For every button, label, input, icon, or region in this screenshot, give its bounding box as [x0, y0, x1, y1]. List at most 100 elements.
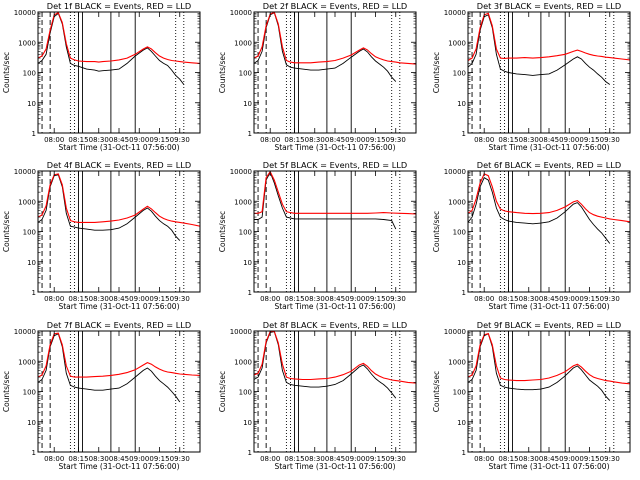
y-tick-label: 100 — [453, 70, 466, 78]
y-tick-label: 10000 — [14, 9, 36, 17]
y-axis-label: Counts/sec — [432, 52, 441, 93]
chart-panel-2: Det 2f BLACK = Events, RED = LLD 1 10 100 10… — [218, 1, 417, 152]
y-axis-label: Counts/sec — [432, 211, 441, 252]
x-tick-label: 09:15 — [365, 455, 385, 463]
x-tick-label: 08:45 — [539, 455, 559, 463]
series-events-line — [254, 171, 397, 230]
y-tick-label: 1 — [32, 289, 36, 297]
x-tick-label: 09:15 — [149, 136, 169, 144]
x-tick-label: 09:30 — [600, 136, 620, 144]
x-tick-label: 08:15 — [498, 295, 518, 303]
y-tick-label: 1 — [462, 130, 466, 138]
y-tick-label: 1000 — [234, 198, 252, 206]
x-tick-label: 09:00 — [129, 136, 149, 144]
x-axis-label: Start Time (31-Oct-11 07:56:00) — [58, 143, 179, 152]
y-tick-label: 10 — [27, 419, 36, 427]
y-tick-label: 1 — [248, 130, 252, 138]
chart-panel-7: Det 7f BLACK = Events, RED = LLD 1 10 100 10… — [2, 320, 201, 471]
series-lld-line — [468, 12, 630, 61]
x-tick-label: 08:00 — [474, 295, 494, 303]
y-tick-label: 100 — [453, 229, 466, 237]
y-tick-label: 100 — [239, 229, 252, 237]
x-tick-label: 09:00 — [559, 295, 579, 303]
x-tick-label: 09:30 — [170, 295, 190, 303]
x-tick-label: 09:15 — [149, 455, 169, 463]
y-axis-label: Counts/sec — [2, 371, 11, 412]
x-tick-label: 08:15 — [284, 136, 304, 144]
series-events-line — [38, 174, 181, 241]
y-axis-label: Counts/sec — [218, 371, 227, 412]
x-tick-label: 09:30 — [600, 295, 620, 303]
series-lld-line — [254, 331, 416, 384]
x-tick-label: 08:00 — [474, 136, 494, 144]
y-tick-label: 10000 — [230, 168, 252, 176]
chart-panel-5: Det 5f BLACK = Events, RED = LLD 1 10 100 10… — [218, 160, 417, 311]
x-tick-label: 08:30 — [519, 295, 539, 303]
y-tick-label: 10000 — [444, 9, 466, 17]
x-tick-label: 08:30 — [305, 136, 325, 144]
x-tick-label: 08:45 — [109, 455, 129, 463]
panel-title: Det 1f BLACK = Events, RED = LLD — [47, 1, 191, 11]
y-tick-label: 100 — [23, 70, 36, 78]
y-tick-label: 10000 — [230, 9, 252, 17]
y-tick-label: 1 — [248, 449, 252, 457]
y-tick-label: 10 — [243, 100, 252, 108]
x-axis-label: Start Time (31-Oct-11 07:56:00) — [274, 302, 395, 311]
x-tick-label: 09:30 — [600, 455, 620, 463]
y-tick-label: 1000 — [18, 358, 36, 366]
y-tick-label: 1 — [248, 289, 252, 297]
y-tick-label: 1 — [32, 130, 36, 138]
x-tick-label: 08:00 — [260, 295, 280, 303]
panel-title: Det 5f BLACK = Events, RED = LLD — [263, 160, 407, 170]
x-tick-label: 08:45 — [109, 136, 129, 144]
series-events-line — [38, 333, 181, 403]
x-axis-label: Start Time (31-Oct-11 07:56:00) — [274, 462, 395, 471]
x-tick-label: 09:30 — [386, 455, 406, 463]
y-tick-label: 1 — [32, 449, 36, 457]
x-axis-label: Start Time (31-Oct-11 07:56:00) — [58, 462, 179, 471]
x-tick-label: 08:00 — [260, 455, 280, 463]
x-tick-label: 08:30 — [519, 455, 539, 463]
x-tick-label: 08:45 — [539, 295, 559, 303]
y-tick-label: 100 — [453, 389, 466, 397]
y-tick-label: 10 — [457, 100, 466, 108]
series-lld-line — [38, 332, 200, 378]
x-tick-label: 09:30 — [386, 136, 406, 144]
x-tick-label: 09:00 — [345, 455, 365, 463]
y-tick-label: 10 — [243, 259, 252, 267]
series-events-line — [468, 14, 611, 85]
y-tick-label: 10 — [457, 419, 466, 427]
y-axis-label: Counts/sec — [218, 211, 227, 252]
y-tick-label: 1 — [462, 289, 466, 297]
y-axis-label: Counts/sec — [218, 52, 227, 93]
series-lld-line — [254, 171, 416, 215]
y-tick-label: 1000 — [448, 358, 466, 366]
x-tick-label: 08:45 — [325, 136, 345, 144]
y-tick-label: 10 — [457, 259, 466, 267]
x-tick-label: 09:15 — [365, 295, 385, 303]
x-tick-label: 09:15 — [579, 295, 599, 303]
y-tick-label: 10 — [27, 259, 36, 267]
x-tick-label: 09:00 — [345, 136, 365, 144]
y-tick-label: 10000 — [444, 168, 466, 176]
x-axis-label: Start Time (31-Oct-11 07:56:00) — [274, 143, 395, 152]
panel-title: Det 8f BLACK = Events, RED = LLD — [263, 320, 407, 330]
chart-panel-9: Det 9f BLACK = Events, RED = LLD 1 10 100 10… — [432, 320, 631, 471]
x-tick-label: 08:15 — [68, 295, 88, 303]
x-tick-label: 09:30 — [386, 295, 406, 303]
series-events-line — [254, 331, 397, 399]
y-tick-label: 100 — [239, 70, 252, 78]
x-tick-label: 08:00 — [44, 136, 64, 144]
y-axis-label: Counts/sec — [2, 211, 11, 252]
x-axis-label: Start Time (31-Oct-11 07:56:00) — [488, 302, 609, 311]
y-tick-label: 1000 — [18, 198, 36, 206]
series-events-line — [468, 333, 611, 401]
chart-panel-1: Det 1f BLACK = Events, RED = LLD 1 10 100 10… — [2, 1, 201, 152]
x-tick-label: 08:15 — [284, 455, 304, 463]
series-events-line — [254, 12, 397, 82]
x-tick-label: 08:30 — [519, 136, 539, 144]
series-events-line — [468, 177, 611, 244]
x-tick-label: 09:30 — [170, 136, 190, 144]
x-tick-label: 08:45 — [325, 295, 345, 303]
